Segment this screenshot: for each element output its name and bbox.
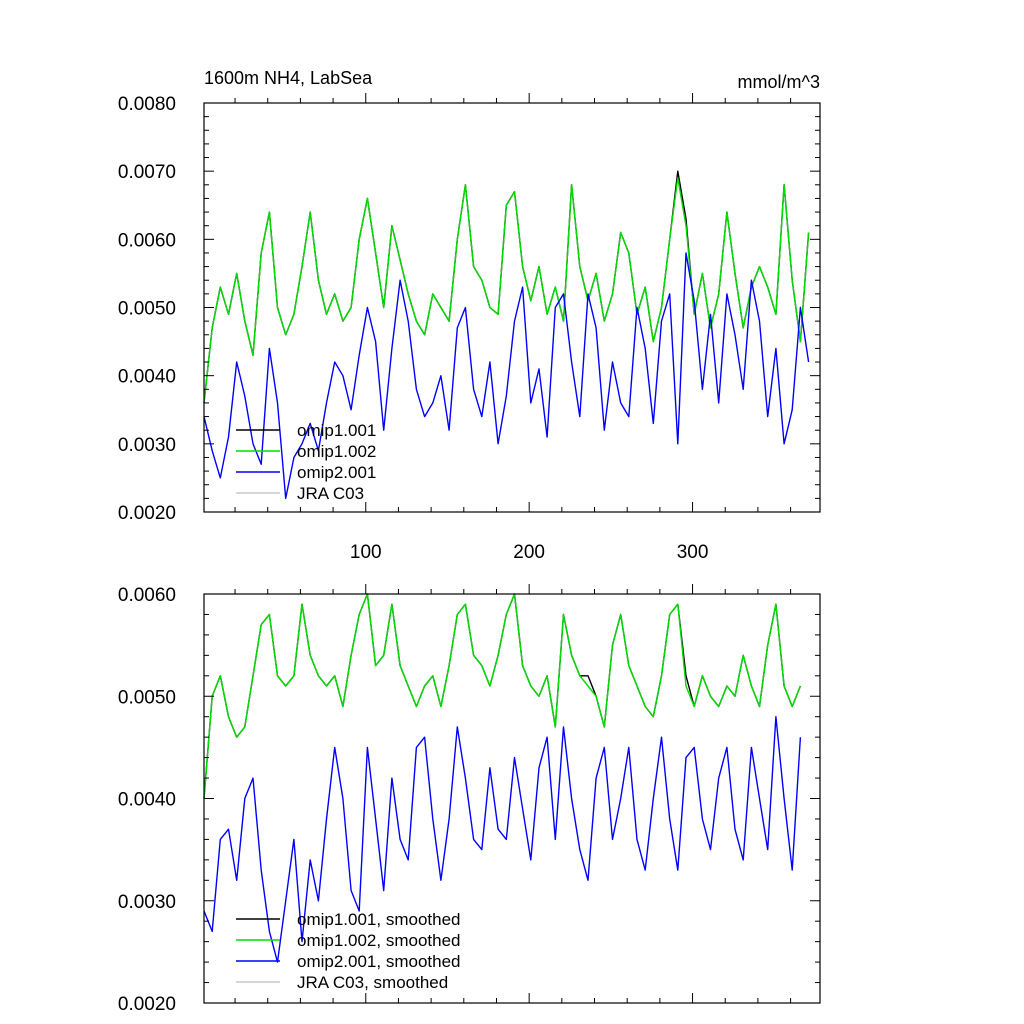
top-y-tick-label: 0.0020 (118, 503, 176, 524)
top-legend-label-2: omip2.001 (297, 463, 376, 482)
top-panel-units: mmol/m^3 (738, 72, 820, 92)
bottom-panel: 0.0020 0.0030 0.0040 0.0050 0.0060 omip1.001,… (118, 584, 821, 1015)
top-y-tick-label: 0.0070 (118, 162, 176, 183)
bottom-y-tick-label: 0.0050 (118, 687, 176, 708)
top-series-line-1 (203, 177, 810, 403)
bottom-y-tick-label: 0.0040 (118, 790, 176, 811)
top-y-tick-label: 0.0030 (118, 435, 176, 456)
top-y-tick-label: 0.0060 (118, 230, 176, 251)
top-plot-area: 0.0020 0.0030 0.0040 0.0050 0.0060 0.0070 0.00… (118, 93, 821, 563)
bottom-legend-label-2: omip2.001, smoothed (297, 952, 461, 971)
top-legend-label-1: omip1.002 (297, 442, 376, 461)
top-x-tick-label: 100 (350, 542, 382, 563)
bottom-legend-label-1: omip1.002, smoothed (297, 931, 461, 950)
top-x-tick-label: 300 (677, 542, 709, 563)
top-series-line-2 (203, 252, 810, 500)
bottom-y-tick-label: 0.0030 (118, 892, 176, 913)
top-y-tick-label: 0.0050 (118, 299, 176, 320)
bottom-series-line-2 (203, 716, 802, 963)
top-panel: 1600m NH4, LabSea mmol/m^3 0.00200.00300… (118, 68, 821, 563)
bottom-series-line-1 (203, 593, 802, 799)
bottom-plot-area: 0.0020 0.0030 0.0040 0.0050 0.0060 omip1.001,… (118, 584, 821, 1015)
bottom-y-tick-label: 0.0020 (118, 994, 176, 1015)
top-y-tick-label: 0.0080 (118, 94, 176, 115)
bottom-y-tick-label: 0.0060 (118, 585, 176, 606)
bottom-legend-label-3: JRA C03, smoothed (297, 973, 448, 992)
top-y-tick-label: 0.0040 (118, 367, 176, 388)
bottom-legend-label-0: omip1.001, smoothed (297, 910, 461, 929)
top-panel-title: 1600m NH4, LabSea (204, 68, 373, 88)
top-x-tick-label: 200 (513, 542, 545, 563)
top-legend-label-0: omip1.001 (297, 421, 376, 440)
top-legend-label-3: JRA C03 (297, 484, 364, 503)
